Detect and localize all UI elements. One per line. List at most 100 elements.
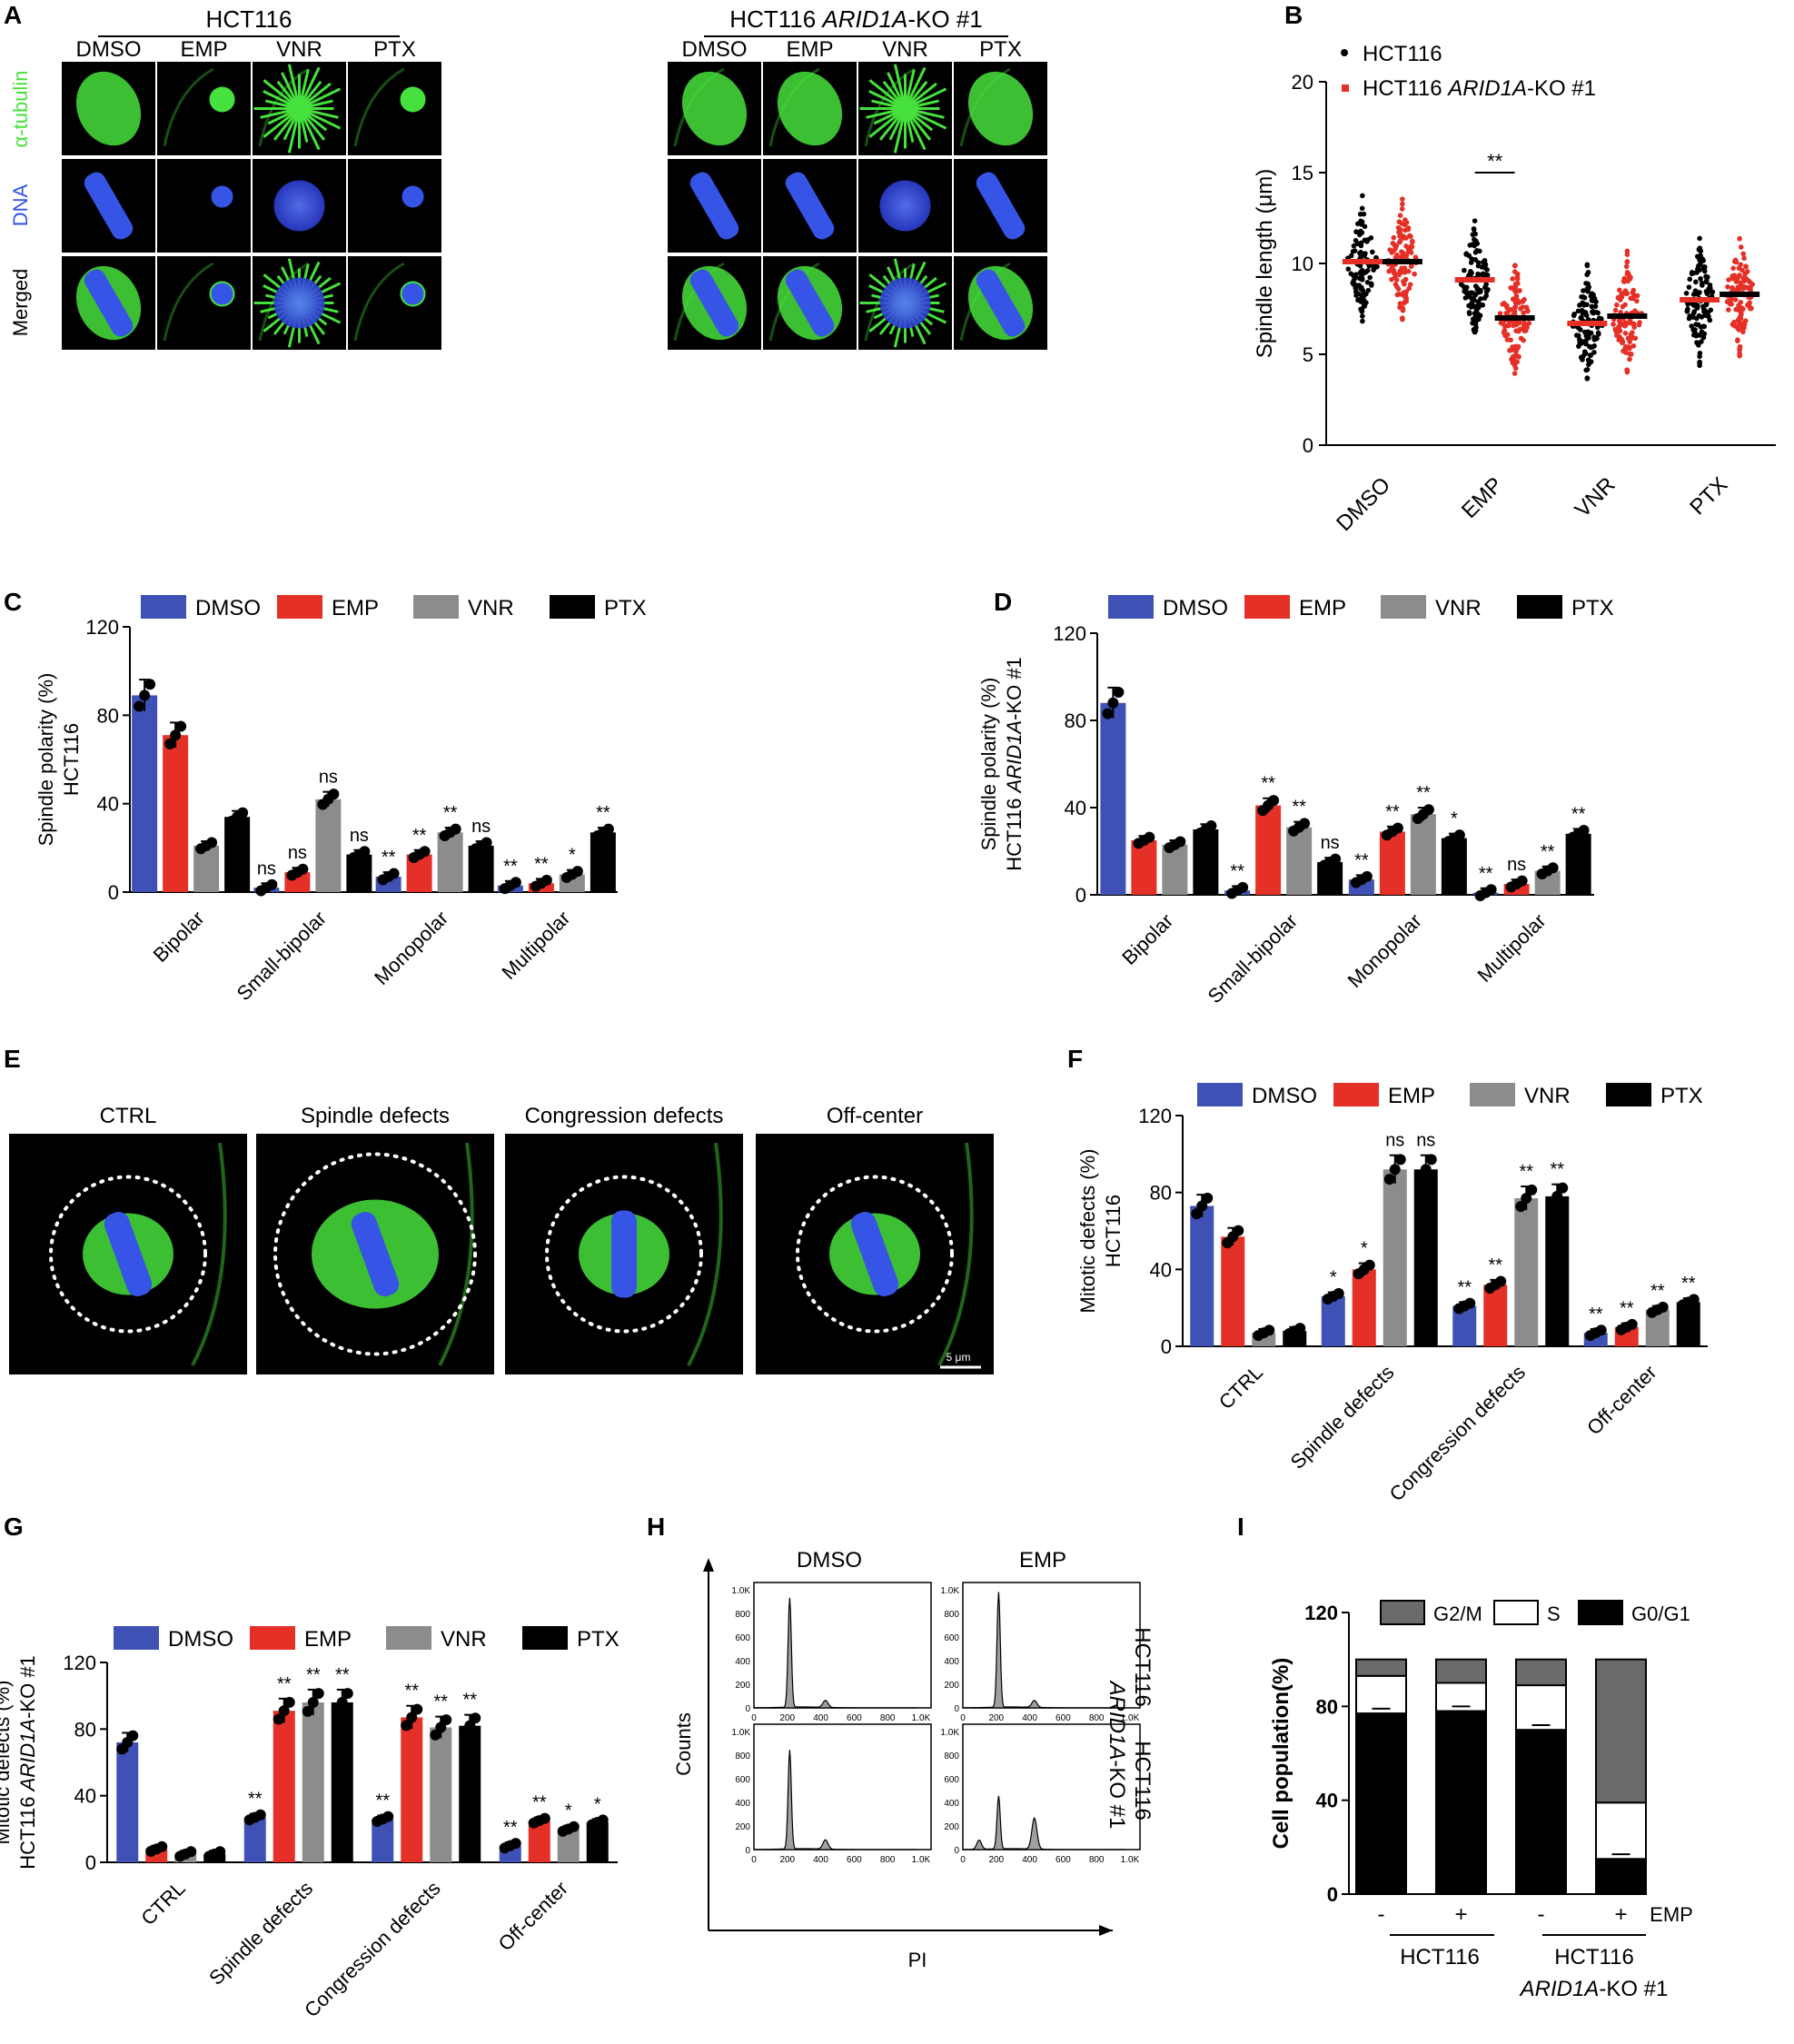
replicate-dot xyxy=(1102,708,1114,719)
data-point xyxy=(1518,305,1523,312)
y-axis-title: Cell population(%) xyxy=(1269,1658,1293,1850)
x-tick-label: 1.0K xyxy=(1121,1855,1140,1865)
replicate-dot xyxy=(481,837,492,848)
data-point xyxy=(1402,265,1408,272)
data-point xyxy=(1693,279,1699,285)
replicate-dot xyxy=(1113,686,1125,698)
replicate-dot xyxy=(134,700,145,712)
legend-swatch xyxy=(1197,1083,1243,1106)
data-point xyxy=(1516,353,1521,360)
treatment-label: EMP xyxy=(786,37,833,62)
data-point xyxy=(1623,263,1630,270)
data-point xyxy=(1686,284,1692,290)
data-point xyxy=(1576,332,1581,339)
legend-marker xyxy=(1341,49,1348,56)
legend-label: DMSO xyxy=(195,596,261,620)
replicate-dot xyxy=(359,846,371,858)
sig-label: * xyxy=(1330,1268,1337,1288)
replicate-dot xyxy=(273,1713,284,1725)
replicate-dot xyxy=(1516,875,1528,887)
data-point xyxy=(1585,281,1591,287)
data-point xyxy=(1362,223,1368,230)
cell-image-aster-ray xyxy=(263,79,301,110)
data-point xyxy=(1634,298,1640,304)
sig-label: ** xyxy=(335,1665,350,1685)
bar xyxy=(1413,1169,1438,1346)
data-point xyxy=(1462,288,1467,294)
data-point xyxy=(1582,330,1589,335)
sig-label: ns xyxy=(471,817,491,837)
stacked-bar-segment xyxy=(1595,1658,1647,1804)
replicate-dot xyxy=(1144,831,1155,843)
data-point xyxy=(1358,243,1364,249)
data-point xyxy=(1361,303,1367,310)
data-point xyxy=(1698,253,1703,259)
replicate-dot xyxy=(382,1811,394,1822)
bar xyxy=(1221,1236,1245,1346)
y-tick-label: 0 xyxy=(745,1704,750,1714)
data-point xyxy=(1737,347,1742,352)
data-point xyxy=(1571,313,1577,319)
data-point xyxy=(1524,324,1530,331)
legend-swatch xyxy=(1108,595,1154,619)
group-label: HCT116 xyxy=(1554,1945,1634,1970)
x-tick-label: 400 xyxy=(813,1713,828,1723)
data-point xyxy=(1401,290,1407,295)
legend-swatch xyxy=(1470,1083,1515,1106)
replicate-dot xyxy=(302,1705,313,1717)
data-point xyxy=(1696,246,1702,253)
data-point xyxy=(1703,289,1710,294)
data-point xyxy=(1699,329,1705,334)
replicate-dot xyxy=(1425,1154,1437,1166)
data-point xyxy=(1362,253,1368,259)
data-point xyxy=(1373,264,1379,270)
cell-image-aster-ray xyxy=(904,87,947,110)
x-sign-label: - xyxy=(1378,1902,1385,1927)
panel-e-microscopy: CTRL Spindle defects Congression defects Of… xyxy=(9,1104,994,1374)
stacked-bar-segment xyxy=(1355,1658,1407,1677)
data-point xyxy=(1627,356,1632,362)
cell-image-aster-ray xyxy=(904,107,947,130)
legend-label: VNR xyxy=(441,1627,487,1652)
replicate-dot xyxy=(1657,1301,1669,1313)
legend-label: EMP xyxy=(1388,1084,1435,1108)
data-point xyxy=(1352,283,1358,288)
y-tick-label: 80 xyxy=(74,1718,96,1741)
sig-label: * xyxy=(1451,809,1458,829)
replicate-dot xyxy=(419,846,431,858)
bar xyxy=(430,1727,452,1862)
data-point xyxy=(1694,305,1700,311)
replicate-dot xyxy=(206,837,218,848)
histogram-area xyxy=(962,1795,1125,1851)
x-tick-label: 600 xyxy=(1056,1713,1071,1723)
data-point xyxy=(1617,287,1622,293)
data-point xyxy=(1700,303,1706,310)
data-point xyxy=(1738,280,1744,286)
bar xyxy=(1131,840,1157,895)
sig-label: ** xyxy=(1571,804,1586,824)
group-label: HCT116 xyxy=(1400,1945,1480,1970)
bar xyxy=(459,1725,481,1862)
replicate-dot xyxy=(1546,1199,1558,1211)
data-point xyxy=(1397,301,1403,306)
sig-label: ** xyxy=(248,1790,263,1810)
replicate-dot xyxy=(1205,819,1217,831)
data-point xyxy=(1589,303,1595,310)
sig-label: ** xyxy=(1354,850,1369,870)
data-point xyxy=(1583,341,1589,347)
legend-swatch xyxy=(1578,1600,1623,1625)
replicate-dot xyxy=(144,679,156,690)
panel-letter-h: H xyxy=(647,1513,665,1541)
cell-image-dna-small xyxy=(401,185,424,208)
category-label: EMP xyxy=(1457,472,1508,523)
y-tick-label: 600 xyxy=(944,1633,959,1643)
replicate-dot xyxy=(1414,1174,1426,1186)
panel-letter-f: F xyxy=(1067,1045,1083,1073)
cell-image-aster-ray xyxy=(263,107,301,138)
data-point xyxy=(1368,283,1374,288)
column-label: DMSO xyxy=(797,1548,862,1573)
data-point xyxy=(1583,313,1590,318)
replicate-dot xyxy=(342,1688,353,1700)
